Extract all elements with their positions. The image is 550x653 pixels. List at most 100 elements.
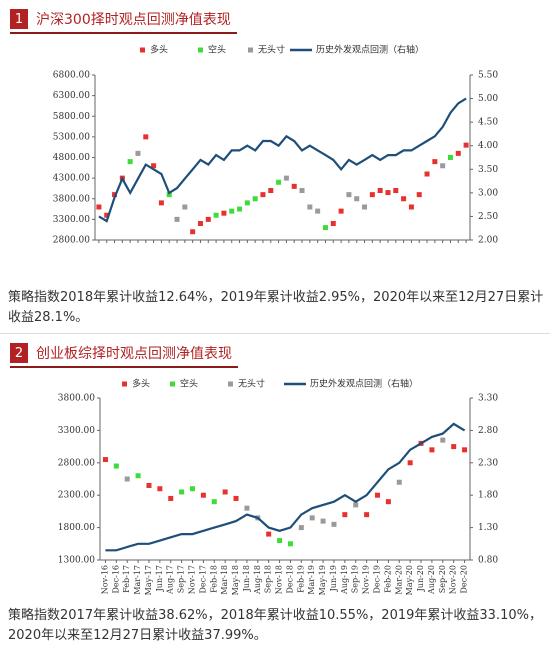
section-header: 1 沪深300择时观点回测净值表现 <box>10 6 237 34</box>
y2-tick-label: 3.50 <box>478 165 498 175</box>
scatter-point <box>385 499 391 505</box>
x-tick-label: Dec-16 <box>111 565 120 594</box>
x-tick-label: Aug-18 <box>253 565 262 595</box>
x-tick-label: Aug-19 <box>340 565 349 595</box>
scatter-point <box>338 208 344 214</box>
scatter-point <box>429 447 435 453</box>
scatter-point <box>401 196 407 202</box>
scatter-point <box>102 457 108 463</box>
legend-label: 多头 <box>150 44 168 56</box>
x-tick-label: Feb-19 <box>296 565 305 593</box>
section-title: 沪深300择时观点回测净值表现 <box>36 12 231 28</box>
scatter-point <box>416 192 422 198</box>
scatter-point <box>113 463 119 469</box>
legend-label: 多头 <box>132 378 150 390</box>
x-tick-label: May-19 <box>318 565 327 595</box>
scatter-point <box>229 208 235 214</box>
x-tick-label: May-17 <box>144 565 153 595</box>
scatter-point <box>135 473 141 479</box>
scatter-point <box>252 196 258 202</box>
x-tick-label: Feb-18 <box>209 565 218 593</box>
scatter-point <box>440 163 446 169</box>
scatter-point <box>377 188 383 193</box>
y2-tick-label: 1.80 <box>478 491 498 501</box>
scatter-point <box>276 179 282 185</box>
scatter-point <box>143 134 149 140</box>
scatter-point <box>362 204 368 210</box>
scatter-point <box>299 188 305 193</box>
legend-label: 无头寸 <box>258 44 285 56</box>
x-tick-label: May-18 <box>231 565 240 595</box>
x-tick-label: Nov-16 <box>100 565 109 594</box>
scatter-point <box>260 192 266 198</box>
section-number: 1 <box>10 9 28 29</box>
scatter-point <box>408 204 414 210</box>
scatter-point <box>200 492 206 498</box>
scatter-point <box>221 210 227 216</box>
separator <box>0 333 550 334</box>
scatter-point <box>157 486 163 492</box>
scatter-point <box>96 204 102 210</box>
scatter-point <box>112 192 118 198</box>
y-tick-label: 2800.00 <box>58 458 95 468</box>
scatter-point <box>158 200 164 206</box>
x-tick-label: Dec-20 <box>460 565 469 594</box>
x-tick-label: Nov-20 <box>449 565 458 594</box>
scatter-point <box>331 521 337 527</box>
scatter-point <box>375 492 380 498</box>
scatter-point <box>174 216 180 222</box>
scatter-point <box>322 225 328 231</box>
scatter-point <box>298 525 304 531</box>
x-tick-label: Nov-19 <box>362 565 371 594</box>
x-tick-label: Jun-17 <box>155 565 164 592</box>
y-tick-label: 3800.00 <box>58 394 95 404</box>
scatter-point <box>104 212 110 218</box>
y-tick-label: 4300.00 <box>53 174 90 184</box>
x-tick-label: Dec-19 <box>373 565 382 594</box>
scatter-point <box>135 150 141 156</box>
y-tick-label: 5800.00 <box>53 112 90 122</box>
y2-tick-label: 5.50 <box>478 71 498 81</box>
scatter-point <box>190 486 195 492</box>
y-tick-label: 1800.00 <box>58 523 95 533</box>
x-tick-label: Nov-18 <box>275 565 284 594</box>
scatter-point <box>447 155 453 160</box>
scatter-point <box>309 515 315 521</box>
scatter-point <box>151 163 157 169</box>
legend-swatch <box>198 47 203 53</box>
scatter-point <box>330 221 336 226</box>
scatter-point <box>197 221 203 226</box>
scatter-point <box>364 512 370 518</box>
scatter-point <box>166 192 172 198</box>
line-series <box>98 97 467 223</box>
y-tick-label: 6800.00 <box>53 71 90 81</box>
x-tick-label: Dec-17 <box>198 565 207 594</box>
legend-swatch <box>170 381 175 387</box>
y-tick-label: 1300.00 <box>58 556 95 566</box>
y-tick-label: 2300.00 <box>58 491 95 501</box>
scatter-point <box>424 171 430 177</box>
scatter-point <box>213 212 219 218</box>
x-tick-label: Jun-19 <box>329 565 338 592</box>
scatter-point <box>369 192 375 198</box>
scatter-point <box>127 159 133 165</box>
y2-tick-label: 2.30 <box>478 458 498 468</box>
scatter-point <box>451 444 457 450</box>
x-tick-label: Sep-20 <box>438 565 447 593</box>
scatter-point <box>146 482 152 488</box>
scatter-point <box>182 204 188 210</box>
scatter-point <box>268 188 274 193</box>
scatter-point <box>462 447 468 453</box>
scatter-point <box>233 495 239 501</box>
y-tick-label: 4800.00 <box>53 153 90 163</box>
y2-tick-label: 4.00 <box>478 141 498 151</box>
scatter-point <box>440 437 446 443</box>
scatter-point <box>320 518 326 524</box>
scatter-point <box>244 200 250 206</box>
scatter-point <box>237 206 243 212</box>
y2-tick-label: 3.00 <box>478 188 498 198</box>
scatter-point <box>407 460 413 466</box>
y2-tick-label: 1.30 <box>478 523 498 533</box>
x-tick-label: Aug-20 <box>427 565 436 595</box>
x-tick-label: Jun-18 <box>242 565 251 592</box>
